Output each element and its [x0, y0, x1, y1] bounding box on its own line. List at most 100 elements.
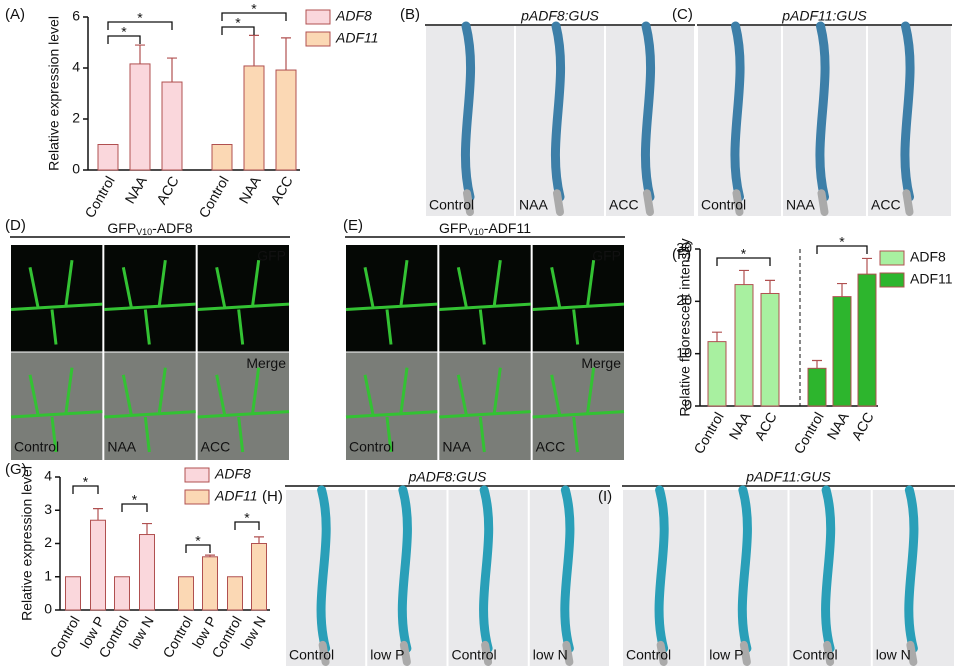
image-label: NAA — [107, 439, 136, 455]
y-tick-label: 0 — [72, 161, 80, 177]
bar — [832, 296, 852, 407]
image-label: low N — [533, 647, 568, 663]
merge-image — [439, 352, 531, 460]
y-tick-label: 10 — [676, 344, 692, 360]
bar — [178, 576, 194, 611]
panel-title: pADF11:GUS — [745, 469, 831, 485]
root — [479, 485, 494, 653]
panel-label: (A) — [5, 6, 25, 23]
panel-title: GFPV10-ADF11 — [439, 220, 531, 238]
x-tick-label: Control — [81, 173, 117, 220]
root-tip — [656, 640, 668, 666]
panel-label: (C) — [672, 6, 693, 23]
root-tip — [553, 189, 564, 216]
x-tick-label: ACC — [751, 409, 780, 443]
legend-label: ADF8 — [910, 249, 946, 265]
y-tick-label: 2 — [72, 110, 80, 126]
bar — [97, 144, 119, 171]
root — [654, 485, 669, 653]
bar — [275, 69, 297, 171]
image-label: NAA — [519, 197, 548, 213]
root — [560, 485, 575, 653]
root-tip — [902, 189, 914, 216]
image-label: low P — [709, 647, 743, 663]
error-bar — [281, 37, 291, 71]
significance-bracket — [221, 12, 287, 21]
y-axis-label: Relative expression level — [46, 16, 62, 171]
significance-star: * — [132, 492, 138, 508]
root-hair — [197, 260, 290, 345]
root-tip — [739, 640, 751, 666]
image-label: ACC — [609, 197, 639, 213]
significance-star: * — [121, 24, 127, 40]
root — [821, 485, 836, 653]
merge-image — [532, 352, 624, 460]
bar — [707, 341, 727, 407]
error-bar — [142, 522, 152, 535]
root-tip — [318, 640, 330, 666]
y-axis-label: Relative fluorescent intensity — [677, 238, 693, 416]
panel-label: (F) — [672, 246, 691, 263]
x-tick-label: NAA — [824, 409, 853, 443]
y-tick-label: 0 — [44, 601, 52, 617]
root-tip — [562, 640, 574, 666]
image-label: Control — [701, 197, 746, 213]
error-bar — [167, 57, 177, 83]
x-tick-label: Control — [46, 613, 82, 660]
title-part: GFP — [439, 220, 468, 236]
title-subscript: V10 — [468, 227, 484, 237]
gfp-image — [346, 245, 438, 352]
gfp-image — [11, 245, 103, 352]
root — [316, 485, 331, 653]
significance-bracket — [716, 257, 771, 266]
root-tip — [643, 189, 654, 216]
root-tip — [481, 640, 493, 666]
legend-label: ADF8 — [335, 8, 372, 24]
root — [900, 21, 915, 202]
merge-image — [197, 352, 289, 460]
root — [550, 21, 566, 202]
root-hair — [345, 367, 438, 453]
panel-title: pADF8:GUS — [408, 469, 487, 485]
root-tip — [817, 189, 829, 216]
panel-title: GFPV10-ADF8 — [107, 220, 192, 238]
significance-bracket — [185, 544, 211, 553]
image-label: Control — [14, 439, 59, 455]
error-bar — [93, 507, 103, 521]
significance-star: * — [741, 246, 747, 262]
root — [397, 485, 412, 653]
image-label: Control — [429, 197, 474, 213]
error-bar — [205, 554, 215, 557]
bar — [114, 576, 130, 611]
root — [904, 485, 919, 653]
image-label: Control — [349, 439, 394, 455]
image-label: Control — [289, 647, 334, 663]
channel-label: GFP — [257, 248, 286, 264]
bar — [251, 543, 267, 611]
bar — [139, 534, 155, 611]
panel-title: pADF11:GUS — [781, 8, 867, 24]
significance-star: * — [244, 510, 250, 526]
legend-swatch — [305, 31, 331, 47]
panel-label: (G) — [5, 461, 27, 478]
gfp-image — [197, 245, 289, 352]
panel-label: (I) — [598, 488, 612, 505]
x-tick-label: NAA — [726, 409, 755, 443]
root — [460, 21, 476, 202]
legend-label: ADF11 — [910, 271, 953, 287]
bar — [202, 556, 218, 611]
root-tip — [399, 640, 411, 666]
error-bar — [249, 34, 259, 66]
bar — [857, 273, 877, 407]
bar — [161, 81, 183, 171]
root-hair — [10, 367, 103, 453]
image-label: ACC — [201, 439, 231, 455]
channel-label: Merge — [246, 355, 286, 371]
root-tip — [732, 189, 744, 216]
gfp-image — [532, 245, 624, 352]
legend-label: ADF11 — [335, 30, 379, 46]
root-hair — [104, 367, 196, 453]
image-label: ACC — [536, 439, 566, 455]
